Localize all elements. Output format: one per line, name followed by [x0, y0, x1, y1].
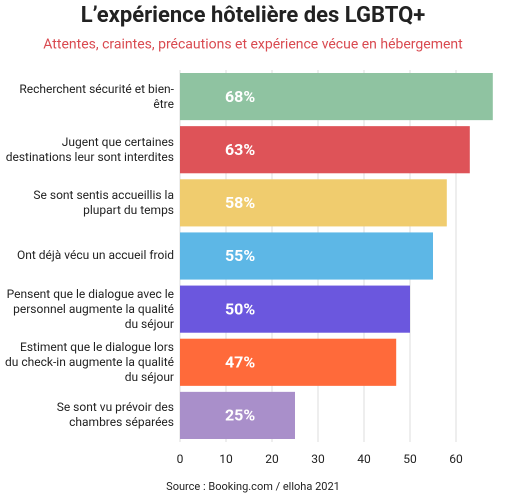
source: Source : Booking.com / elloha 2021: [166, 480, 340, 493]
x-tick-label: 10: [219, 452, 233, 466]
bar: [180, 285, 410, 333]
bar: [180, 232, 433, 280]
bar: [180, 126, 470, 174]
y-tick-label: Jugent que certaines destinations leur s…: [5, 134, 174, 164]
x-tick-label: 30: [311, 452, 325, 466]
value-label: 55%: [225, 246, 255, 265]
y-tick-label: Pensent que le dialogue avec le personne…: [6, 286, 174, 331]
y-tick-label: Se sont sentis accueillis la plupart du …: [33, 187, 174, 217]
chart-title: L’expérience hôtelière des LGBTQ+: [81, 3, 426, 28]
bar: [180, 338, 397, 386]
x-tick-label: 0: [177, 452, 184, 466]
x-tick-label: 40: [357, 452, 371, 466]
y-tick-label: Ont déjà vécu un accueil froid: [16, 248, 174, 263]
bar: [180, 179, 447, 227]
chart-subtitle: Attentes, craintes, précautions et expér…: [43, 37, 463, 53]
value-label: 47%: [225, 353, 255, 372]
x-tick-label: 20: [265, 452, 279, 466]
value-label: 25%: [225, 406, 255, 425]
y-tick-label: Recherchent sécurité et bien-être: [19, 81, 174, 111]
value-label: 50%: [225, 299, 255, 318]
value-label: 63%: [225, 140, 255, 159]
x-tick-label: 50: [403, 452, 417, 466]
y-tick-label: Estiment que le dialogue lors du check-i…: [5, 339, 174, 384]
value-label: 58%: [225, 193, 255, 212]
x-tick-label: 60: [449, 452, 463, 466]
value-label: 68%: [225, 87, 255, 106]
bar: [180, 391, 295, 439]
y-tick-label: Se sont vu prévoir des chambres séparées: [56, 400, 174, 430]
bar: [180, 73, 493, 121]
